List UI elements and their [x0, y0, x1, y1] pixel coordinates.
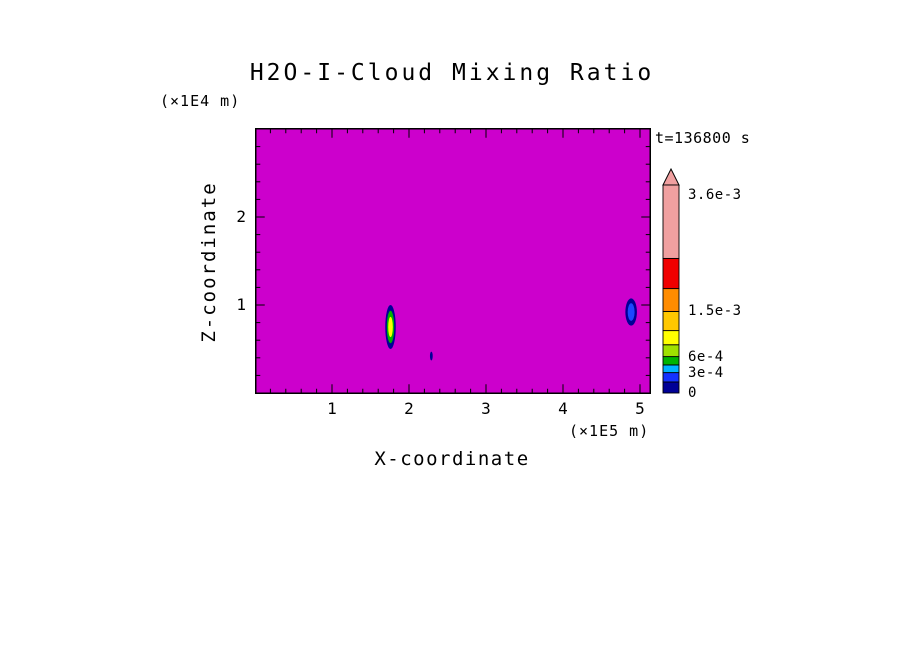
cloud-plume-left	[388, 316, 393, 338]
x-tick-label: 1	[327, 399, 337, 418]
colorbar-segment	[662, 184, 680, 259]
colorbar	[661, 167, 683, 394]
y-axis-title-text: Z-coordinate	[198, 181, 220, 343]
colorbar-label: 0	[688, 385, 697, 401]
cloud-patch-right	[627, 303, 635, 321]
colorbar-label: 3e-4	[688, 364, 724, 381]
colorbar-segment	[662, 381, 680, 394]
colorbar-segment	[662, 288, 680, 312]
heatmap-background	[255, 128, 651, 394]
x-tick-label: 2	[404, 399, 414, 418]
timestamp-label: t=136800 s	[655, 129, 751, 147]
colorbar-arrow	[662, 167, 680, 186]
colorbar-label: 1.5e-3	[688, 303, 742, 320]
x-tick-label: 4	[558, 399, 568, 418]
plot-area	[255, 128, 651, 394]
colorbar-label: 3.6e-3	[688, 187, 742, 204]
colorbar-segment	[662, 364, 680, 374]
colorbar-canvas	[662, 167, 680, 394]
x-axis-title: X-coordinate	[374, 448, 530, 470]
colorbar-labels: 3.6e-3 1.5e-3 6e-4 3e-4 0	[688, 128, 778, 418]
colorbar-segment	[662, 311, 680, 332]
x-tick-label: 3	[481, 399, 491, 418]
y-tick-label: 1	[236, 295, 246, 314]
colorbar-segment	[662, 330, 680, 346]
colorbar-segment	[662, 257, 680, 290]
chart-title: H2O-I-Cloud Mixing Ratio	[249, 60, 655, 86]
colorbar-segment	[662, 372, 680, 383]
colorbar-segment	[662, 356, 680, 366]
x-axis-unit-label: (×1E5 m)	[569, 422, 650, 440]
plot-frame	[255, 128, 651, 394]
y-tick-label: 2	[236, 207, 246, 226]
x-tick-labels: 1 2 3 4 5	[255, 399, 651, 419]
colorbar-label: 6e-4	[688, 348, 724, 365]
colorbar-segment	[662, 344, 680, 358]
y-axis-unit-label: (×1E4 m)	[160, 92, 241, 110]
x-tick-label: 5	[635, 399, 645, 418]
heatmap-canvas	[255, 128, 651, 394]
cloud-speck	[429, 351, 433, 361]
